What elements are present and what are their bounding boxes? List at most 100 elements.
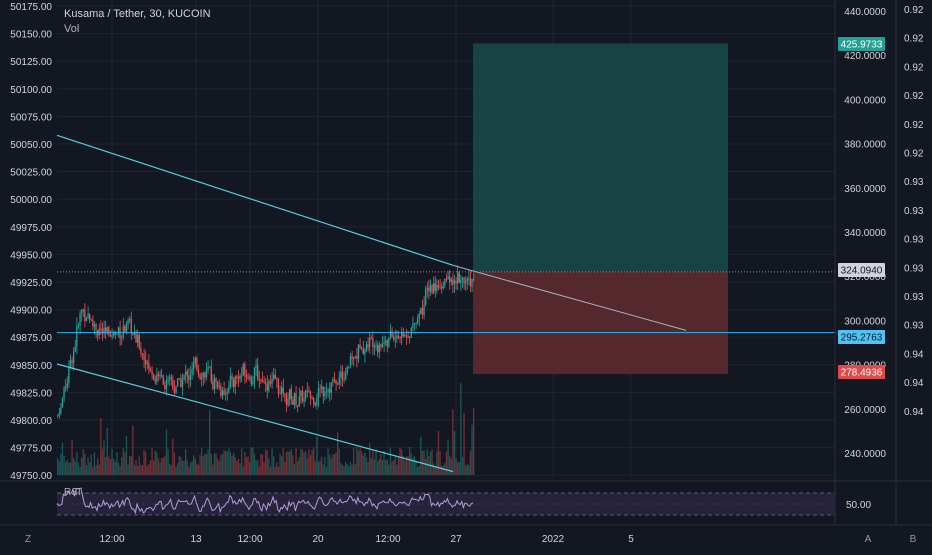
candle-body: [268, 381, 270, 391]
candle-body: [145, 359, 147, 364]
candle-body: [252, 382, 254, 384]
candle-body: [263, 381, 265, 383]
volume-bar: [300, 448, 302, 475]
volume-bar: [325, 466, 328, 475]
volume-bar: [394, 456, 396, 475]
candle-body: [84, 309, 86, 322]
volume-bar: [124, 452, 126, 475]
volume-bar: [273, 456, 275, 475]
candle-body: [445, 278, 448, 280]
far-right-axis-tick: 0.93: [904, 235, 924, 246]
far-right-axis-tick: 0.94: [904, 349, 924, 360]
candle-body: [218, 386, 220, 388]
candle-body: [201, 377, 203, 380]
volume-bar: [361, 451, 363, 475]
volume-bar: [345, 461, 347, 475]
candle-body: [433, 283, 435, 293]
volume-bar: [194, 458, 196, 475]
volume-bar: [186, 460, 188, 475]
candle-body: [298, 396, 300, 407]
candle-body: [58, 413, 60, 416]
far-right-axis-tick: 0.93: [904, 321, 924, 332]
volume-bar: [437, 430, 440, 475]
candle-body: [442, 285, 444, 289]
candle-body: [175, 386, 177, 393]
volume-bar: [111, 448, 113, 475]
volume-bar: [217, 458, 219, 475]
volume-bar: [73, 457, 75, 475]
candle-body: [266, 383, 268, 391]
volume-bar: [364, 452, 366, 475]
volume-bar: [228, 448, 230, 475]
candle-body: [135, 332, 137, 343]
candle-body: [239, 375, 241, 379]
volume-bar: [178, 455, 180, 475]
candle-body: [180, 378, 182, 387]
candle-body: [71, 360, 73, 364]
rsi-line: [56, 487, 474, 515]
candle-body: [396, 335, 398, 339]
scale-button-a[interactable]: A: [865, 534, 872, 545]
volume-bar: [303, 452, 305, 475]
left-axis-tick: 49800.00: [10, 416, 52, 427]
candle-body: [217, 381, 219, 388]
rsi-level-label: 50.00: [846, 500, 871, 511]
volume-bar: [241, 448, 243, 475]
volume-bar: [137, 465, 139, 475]
current-price-badge: [838, 263, 885, 277]
candle-body: [244, 364, 246, 375]
candle-body: [133, 332, 136, 335]
candle-body: [151, 371, 153, 375]
left-axis-tick: 49775.00: [10, 444, 52, 455]
volume-bar: [82, 449, 84, 475]
left-axis-tick: 49825.00: [10, 388, 52, 399]
volume-bar: [453, 430, 456, 475]
volume-bar: [391, 461, 393, 475]
volume-bar: [135, 459, 137, 475]
volume-bar: [258, 466, 260, 475]
candle-body: [473, 279, 475, 281]
volume-bar: [412, 457, 414, 475]
left-axis-tick: 50175.00: [10, 2, 52, 13]
volume-bar: [175, 466, 177, 475]
candle-body: [308, 390, 310, 392]
volume-bar: [429, 451, 432, 475]
volume-bar: [156, 452, 158, 475]
volume-bar: [353, 447, 355, 475]
volume-bar: [282, 447, 284, 475]
volume-bar: [343, 466, 345, 475]
candle-body: [194, 357, 196, 364]
scale-button-b[interactable]: B: [910, 534, 917, 545]
zoom-button[interactable]: Z: [25, 534, 31, 545]
candle-body: [165, 381, 168, 389]
candle-body: [449, 276, 451, 282]
volume-bar: [295, 448, 297, 475]
candle-body: [81, 309, 83, 313]
left-axis-tick: 49975.00: [10, 223, 52, 234]
far-right-axis-tick: 0.92: [904, 34, 924, 45]
candle-body: [332, 379, 334, 383]
volume-bar: [125, 435, 128, 475]
candle-body: [409, 336, 411, 339]
volume-bar: [90, 454, 92, 475]
candle-body: [359, 344, 361, 348]
volume-bar: [399, 447, 401, 475]
volume-bar: [250, 447, 252, 475]
candle-body: [311, 397, 313, 399]
volume-bar: [317, 462, 320, 475]
candle-body: [245, 374, 248, 378]
upper-trendline-extension: [452, 264, 687, 331]
volume-bar: [447, 439, 449, 475]
chart-legend: Kusama / Tether, 30, KUCOIN Vol: [64, 7, 211, 37]
volume-bar: [113, 458, 115, 475]
candle-body: [159, 375, 161, 377]
candle-body: [191, 369, 193, 375]
upper-trendline: [56, 134, 454, 266]
volume-bar: [105, 456, 107, 475]
volume-bar: [60, 453, 62, 475]
candle-body: [404, 335, 406, 337]
candle-body: [381, 343, 384, 347]
candle-body: [329, 389, 331, 393]
